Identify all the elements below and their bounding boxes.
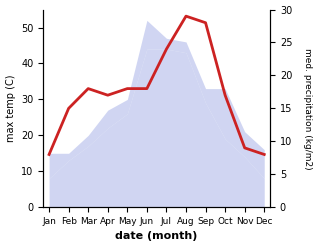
Y-axis label: max temp (C): max temp (C)	[5, 75, 16, 142]
X-axis label: date (month): date (month)	[115, 231, 198, 242]
Y-axis label: med. precipitation (kg/m2): med. precipitation (kg/m2)	[303, 48, 313, 169]
